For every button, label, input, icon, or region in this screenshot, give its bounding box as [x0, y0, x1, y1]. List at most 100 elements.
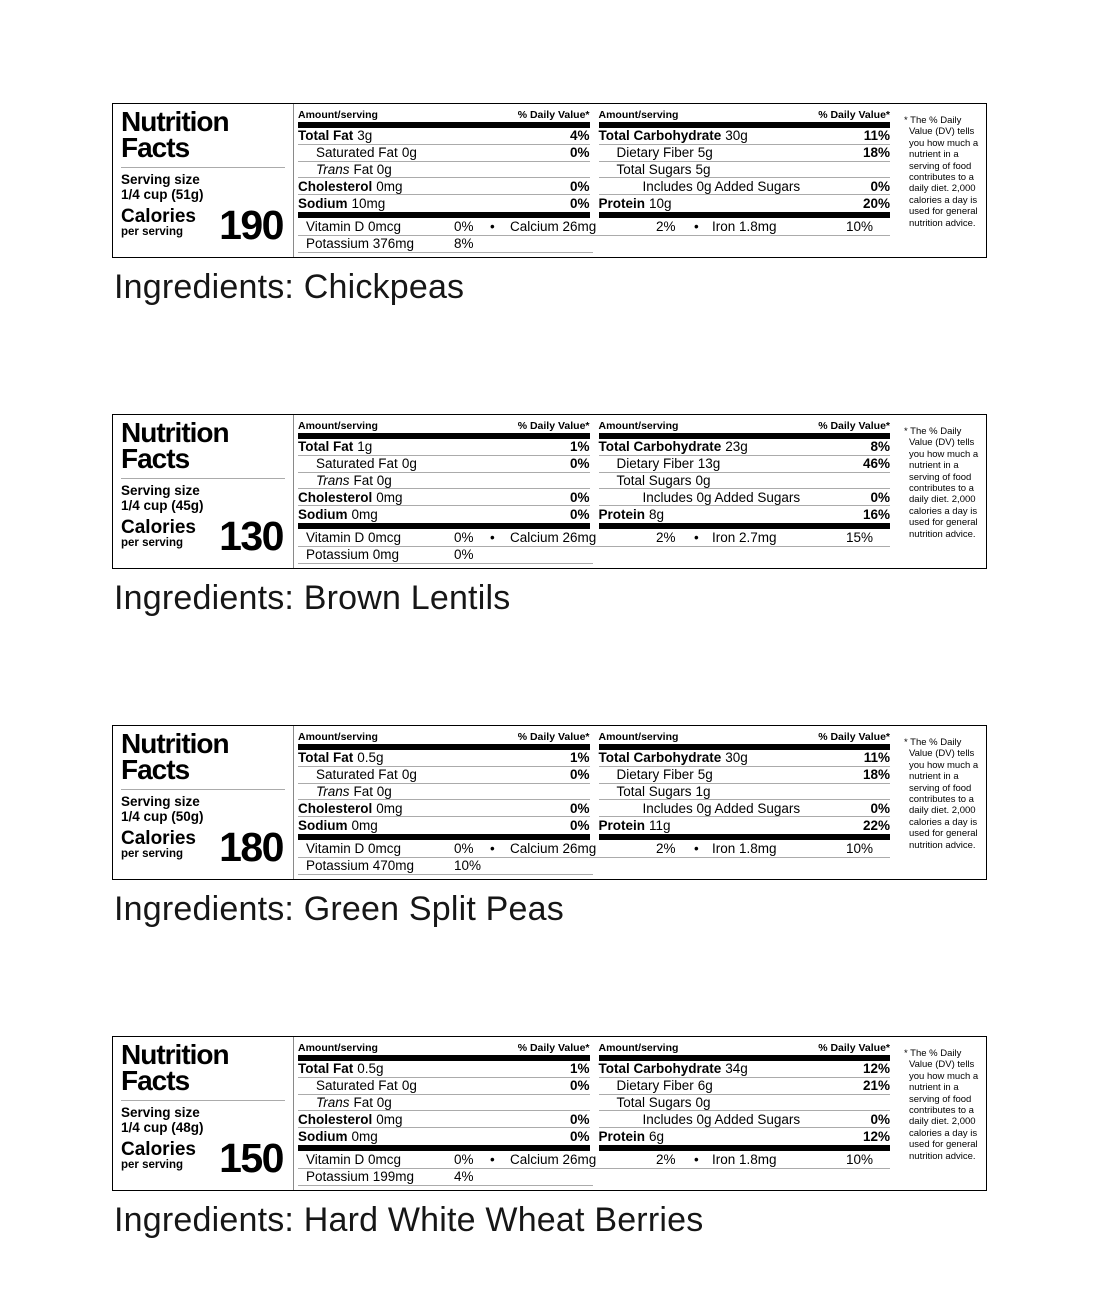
nutrient-amount: 0g [401, 145, 417, 161]
separator-line [298, 1167, 890, 1169]
nutrient-amount: 0g [401, 1078, 417, 1094]
nutrient-row: Trans Fat 0g [298, 162, 590, 179]
thick-bar [598, 1055, 890, 1061]
daily-value-percent: 0% [870, 489, 890, 505]
thick-bar [298, 433, 590, 439]
nutrient-amount: 30g [725, 128, 748, 144]
nutrient-row: Total Carbohydrate 30g 11% [598, 128, 890, 145]
nutrition-facts-label: Nutrition Facts Serving size 1/4 cup (48… [112, 1036, 987, 1191]
separator-line [298, 563, 593, 565]
daily-value-header: % Daily Value* [818, 1042, 890, 1054]
nutrient-row: Dietary Fiber 5g 18% [598, 767, 890, 784]
daily-value-header: % Daily Value* [818, 109, 890, 121]
calories-value: 190 [219, 202, 284, 248]
micro-vitamin-d-dv: 0% [454, 530, 474, 546]
column-header: Amount/serving % Daily Value* [298, 108, 590, 121]
nutrient-name: Cholesterol [298, 800, 373, 816]
nutrient-amount: 1g [695, 783, 711, 799]
ingredients-text: Ingredients: Hard White Wheat Berries [114, 1201, 704, 1239]
micro-potassium-dv: 0% [454, 547, 474, 563]
nutrient-row: Total Fat 0.5g 1% [298, 750, 590, 767]
nutrient-name: Total Carbohydrate [598, 750, 722, 766]
nutrient-amount: 6g [649, 1129, 665, 1145]
daily-value-percent: 0% [569, 456, 590, 472]
nutrients-column-right: Amount/serving % Daily Value* Total Carb… [598, 108, 890, 218]
nutrient-name: Protein [598, 196, 646, 212]
nutrient-row: Dietary Fiber 13g 46% [598, 456, 890, 473]
nutrition-panel: Nutrition Facts Serving size 1/4 cup (48… [112, 1036, 1100, 1241]
label-header-column: Nutrition Facts Serving size 1/4 cup (45… [113, 415, 294, 568]
calories-row: Calories per serving 190 [121, 202, 285, 248]
nutrient-amount: 1g [357, 439, 373, 455]
nutrition-facts-title: Nutrition Facts [121, 108, 285, 162]
nutrient-amount: 0mg [351, 507, 378, 523]
daily-value-footnote: * The % Daily Value (DV) tells you how m… [904, 426, 979, 540]
nutrient-name: Dietary Fiber [616, 767, 694, 783]
amount-serving-label: Amount/serving [298, 109, 378, 121]
nutrients-column-right: Amount/serving % Daily Value* Total Carb… [598, 1041, 890, 1151]
daily-value-percent: 18% [862, 767, 890, 783]
micro-potassium: Potassium 0mg [306, 547, 400, 563]
nutrient-amount: 5g [697, 145, 713, 161]
divider-line [121, 478, 285, 479]
per-serving-label: per serving [121, 226, 183, 238]
nutrient-amount: 0g [695, 1094, 711, 1110]
nutrient-name: Dietary Fiber [616, 145, 694, 161]
thick-bar [298, 211, 590, 218]
daily-value-percent: 21% [862, 1078, 890, 1094]
nutrition-facts-title: Nutrition Facts [121, 1041, 285, 1096]
divider-line [121, 789, 285, 790]
micro-iron: Iron 1.8mg [712, 841, 777, 857]
nutrient-amount: 5g [695, 161, 711, 177]
nutrient-name: Trans [316, 783, 350, 799]
nutrient-name: Saturated Fat [316, 145, 398, 161]
thick-bar [598, 211, 890, 218]
nutrient-row: Includes 0g Added Sugars 0% [598, 489, 890, 507]
nutrient-name: Total Sugars [616, 783, 692, 799]
micronutrients-section: Vitamin D 0mcg 0% • Calcium 26mg 2% • Iron 1.8… [298, 218, 890, 254]
separator-bullet: • [490, 1152, 495, 1168]
nutrient-name: Total Fat [298, 750, 354, 766]
nutrition-facts-title: Nutrition Facts [121, 419, 285, 473]
daily-value-footnote: * The % Daily Value (DV) tells you how m… [904, 737, 979, 851]
nutrition-facts-label: Nutrition Facts Serving size 1/4 cup (45… [112, 414, 987, 569]
daily-value-footnote: * The % Daily Value (DV) tells you how m… [904, 1048, 979, 1162]
nutrient-name: Dietary Fiber [616, 1078, 694, 1094]
calories-label: Calories [121, 1139, 196, 1160]
micro-iron-dv: 10% [846, 1152, 874, 1168]
nutrient-amount: 0mg [376, 800, 403, 816]
daily-value-percent: 46% [862, 456, 890, 472]
micro-calcium-dv: 2% [656, 219, 676, 235]
nutrients-column-left: Amount/serving % Daily Value* Total Fat 0… [298, 730, 590, 840]
nutrient-row: Sodium 10mg 0% [298, 195, 590, 212]
separator-bullet: • [694, 530, 699, 546]
calories-label: Calories [121, 206, 196, 227]
nutrition-panel: Nutrition Facts Serving size 1/4 cup (51… [112, 103, 1100, 308]
daily-value-percent: 22% [862, 818, 890, 834]
daily-value-percent: 0% [569, 178, 590, 194]
micro-iron-dv: 15% [846, 530, 874, 546]
daily-value-percent: 0% [569, 1111, 590, 1127]
nutrient-name: Total Carbohydrate [598, 439, 722, 455]
daily-value-percent: 1% [569, 439, 590, 455]
nutrient-amount: 0mg [376, 1111, 403, 1127]
title-line-1: Nutrition [121, 728, 230, 759]
ingredients-text: Ingredients: Green Split Peas [114, 890, 564, 928]
nutrient-row: Saturated Fat 0g 0% [298, 456, 590, 473]
nutrients-column-right: Amount/serving % Daily Value* Total Carb… [598, 730, 890, 840]
separator-line [298, 874, 593, 876]
nutrient-row: Total Carbohydrate 34g 12% [598, 1061, 890, 1078]
nutrient-amount: 0mg [351, 1129, 378, 1145]
nutrient-name: Total Sugars [616, 472, 692, 488]
nutrient-name: Total Sugars [616, 161, 692, 177]
separator-line [298, 545, 890, 547]
micro-iron-dv: 10% [846, 219, 874, 235]
nutrients-area: Amount/serving % Daily Value* Total Fat 0… [294, 726, 896, 879]
daily-value-percent: 20% [862, 196, 890, 212]
amount-serving-label: Amount/serving [298, 731, 378, 743]
micro-calcium: Calcium 26mg [510, 1152, 597, 1168]
amount-serving-label: Amount/serving [598, 731, 679, 743]
title-line-2: Facts [121, 1065, 190, 1096]
nutrient-row: Sodium 0mg 0% [298, 1128, 590, 1145]
label-header-column: Nutrition Facts Serving size 1/4 cup (51… [113, 104, 294, 257]
